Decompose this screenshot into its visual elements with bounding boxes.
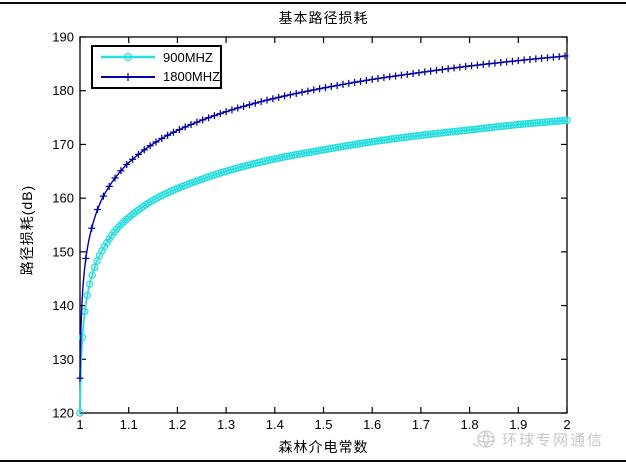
- y-tick-label: 120: [52, 406, 74, 421]
- legend-item-1800mhz: 1800MHZ: [98, 68, 220, 86]
- watermark-text: 环球专网通信: [502, 431, 605, 449]
- legend-swatch-1800mhz-icon: [101, 72, 155, 81]
- x-tick-label: 1.4: [266, 417, 284, 432]
- y-tick-label: 160: [52, 191, 74, 206]
- series-line-900mhz: [79, 119, 568, 414]
- series-markers-1800mhz: [76, 52, 569, 382]
- y-tick-label: 190: [52, 30, 74, 45]
- y-tick-label: 130: [52, 352, 74, 367]
- y-tick-label: 150: [52, 244, 74, 259]
- series-markers-900mhz: [76, 116, 571, 417]
- globe-icon: [472, 430, 495, 448]
- x-tick-label: 1.3: [217, 417, 235, 432]
- y-tick-label: 180: [52, 83, 74, 98]
- legend: 900MHZ 1800MHZ: [91, 45, 222, 89]
- x-tick-label: 1.6: [363, 417, 381, 432]
- x-tick-label: 1.1: [120, 417, 138, 432]
- bottom-border-line: [0, 460, 626, 462]
- legend-swatch-900mhz-icon: [101, 53, 155, 62]
- y-tick-label: 140: [52, 298, 74, 313]
- legend-label-900mhz: 900MHZ: [163, 49, 213, 65]
- x-tick-label: 1.7: [412, 417, 430, 432]
- x-tick-label: 1.9: [509, 417, 527, 432]
- x-tick-label: 1.2: [168, 417, 186, 432]
- y-axis-label: 路径损耗(dB): [19, 184, 36, 276]
- legend-label-1800mhz: 1800MHZ: [163, 69, 221, 85]
- top-border-line: [0, 2, 626, 4]
- x-axis-label: 森林介电常数: [278, 439, 369, 455]
- y-tick-label: 170: [52, 137, 74, 152]
- series-line-1800mhz: [79, 55, 568, 379]
- x-tick-label: 1.8: [461, 417, 479, 432]
- x-tick-label: 1: [76, 417, 83, 432]
- legend-item-900mhz: 900MHZ: [98, 48, 220, 66]
- x-tick-label: 1.5: [314, 417, 332, 432]
- chart-title: 基本路径损耗: [278, 10, 369, 26]
- watermark: 环球专网通信: [471, 427, 604, 451]
- x-tick-label: 2: [563, 417, 570, 432]
